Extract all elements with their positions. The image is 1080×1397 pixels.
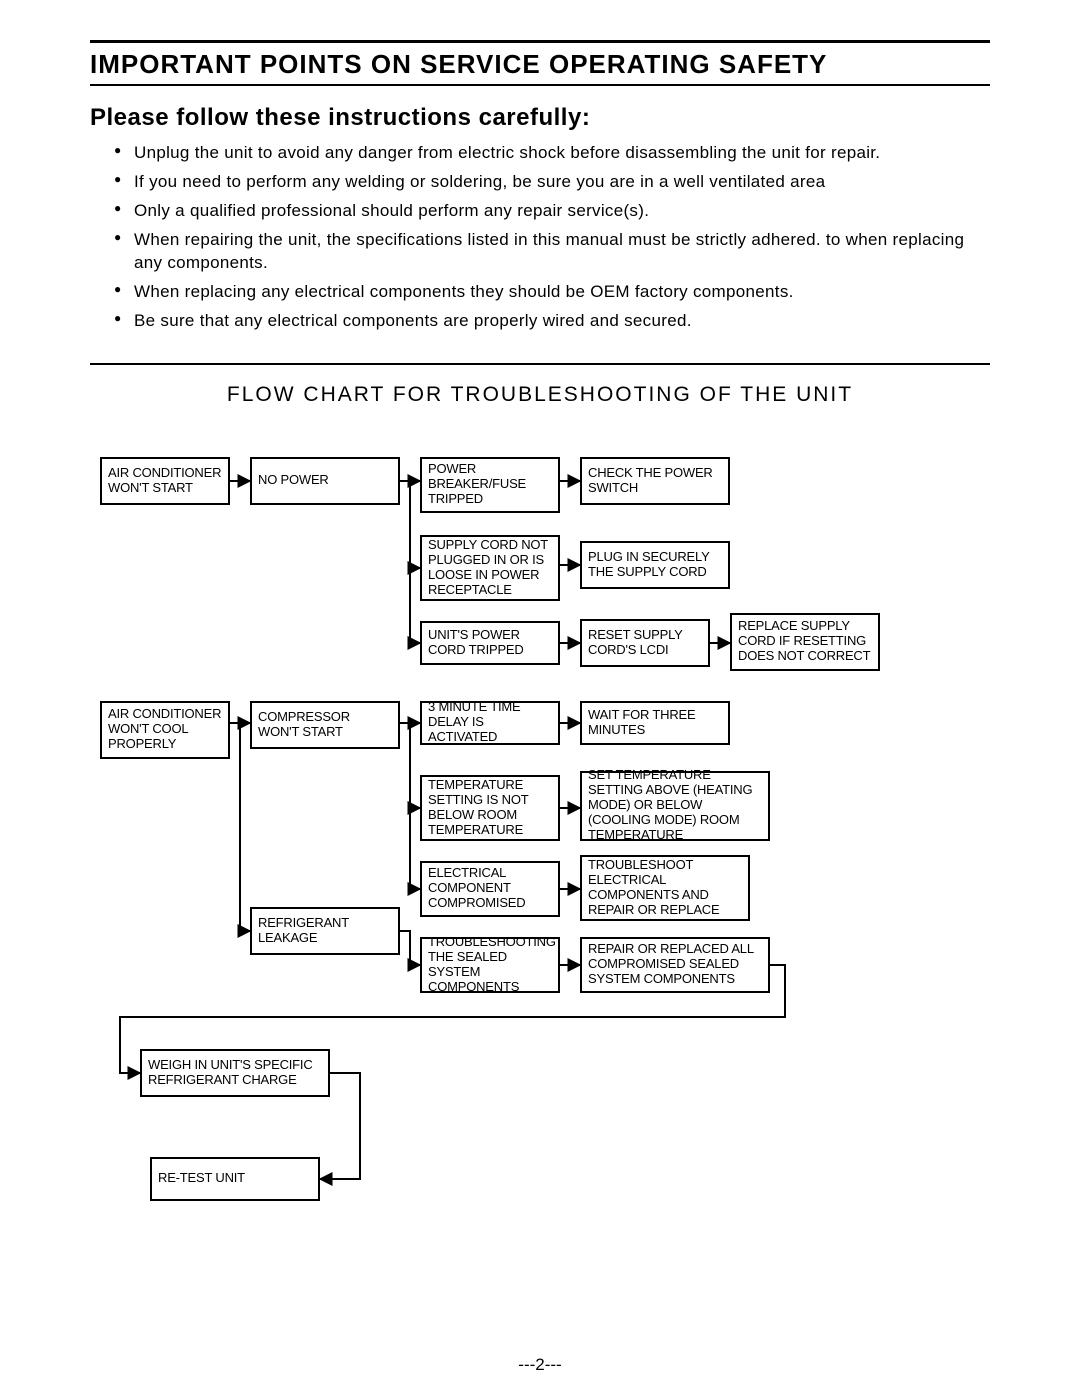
flowchart-node: PLUG IN SECURELY THE SUPPLY CORD (580, 541, 730, 589)
bullet-item: Unplug the unit to avoid any danger from… (120, 142, 990, 165)
flowchart-node: POWER BREAKER/FUSE TRIPPED (420, 457, 560, 513)
subtitle: Please follow these instructions careful… (90, 104, 990, 132)
bullet-item: When replacing any electrical components… (120, 281, 990, 304)
bullet-item: When repairing the unit, the specificati… (120, 229, 990, 275)
flowchart-node: REFRIGERANT LEAKAGE (250, 907, 400, 955)
flowchart-node: ELECTRICAL COMPONENT COMPROMISED (420, 861, 560, 917)
safety-bullets: Unplug the unit to avoid any danger from… (90, 142, 990, 333)
flowchart-node: COMPRESSOR WON'T START (250, 701, 400, 749)
flowchart-node: AIR CONDITIONER WON'T COOL PROPERLY (100, 701, 230, 759)
flowchart-node: SET TEMPERATURE SETTING ABOVE (HEATING M… (580, 771, 770, 841)
flowchart-node: REPAIR OR REPLACED ALL COMPROMISED SEALE… (580, 937, 770, 993)
flowchart-node: SUPPLY CORD NOT PLUGGED IN OR IS LOOSE I… (420, 535, 560, 601)
flowchart-node: WAIT FOR THREE MINUTES (580, 701, 730, 745)
flowchart-node: 3 MINUTE TIME DELAY IS ACTIVATED (420, 701, 560, 745)
flowchart-title: FLOW CHART FOR TROUBLESHOOTING OF THE UN… (90, 383, 990, 407)
rule-under-title (90, 84, 990, 86)
flowchart-node: CHECK THE POWER SWITCH (580, 457, 730, 505)
flowchart-node: REPLACE SUPPLY CORD IF RESETTING DOES NO… (730, 613, 880, 671)
flowchart-node: TROUBLESHOOT ELECTRICAL COMPONENTS AND R… (580, 855, 750, 921)
rule-top (90, 40, 990, 43)
rule-section2 (90, 363, 990, 365)
main-title: IMPORTANT POINTS ON SERVICE OPERATING SA… (90, 49, 990, 80)
flowchart-node: UNIT'S POWER CORD TRIPPED (420, 621, 560, 665)
flowchart-node: RE-TEST UNIT (150, 1157, 320, 1201)
flowchart-node: RESET SUPPLY CORD'S LCDI (580, 619, 710, 667)
bullet-item: Only a qualified professional should per… (120, 200, 990, 223)
page-number: ---2--- (0, 1355, 1080, 1375)
bullet-item: Be sure that any electrical components a… (120, 310, 990, 333)
bullet-item: If you need to perform any welding or so… (120, 171, 990, 194)
flowchart-node: NO POWER (250, 457, 400, 505)
flowchart-node: WEIGH IN UNIT'S SPECIFIC REFRIGERANT CHA… (140, 1049, 330, 1097)
flowchart-area: AIR CONDITIONER WON'T START NO POWER POWER… (90, 457, 990, 1287)
flowchart-node: TROUBLESHOOTING THE SEALED SYSTEM COMPON… (420, 937, 560, 993)
flowchart-node: AIR CONDITIONER WON'T START (100, 457, 230, 505)
flowchart-node: TEMPERATURE SETTING IS NOT BELOW ROOM TE… (420, 775, 560, 841)
